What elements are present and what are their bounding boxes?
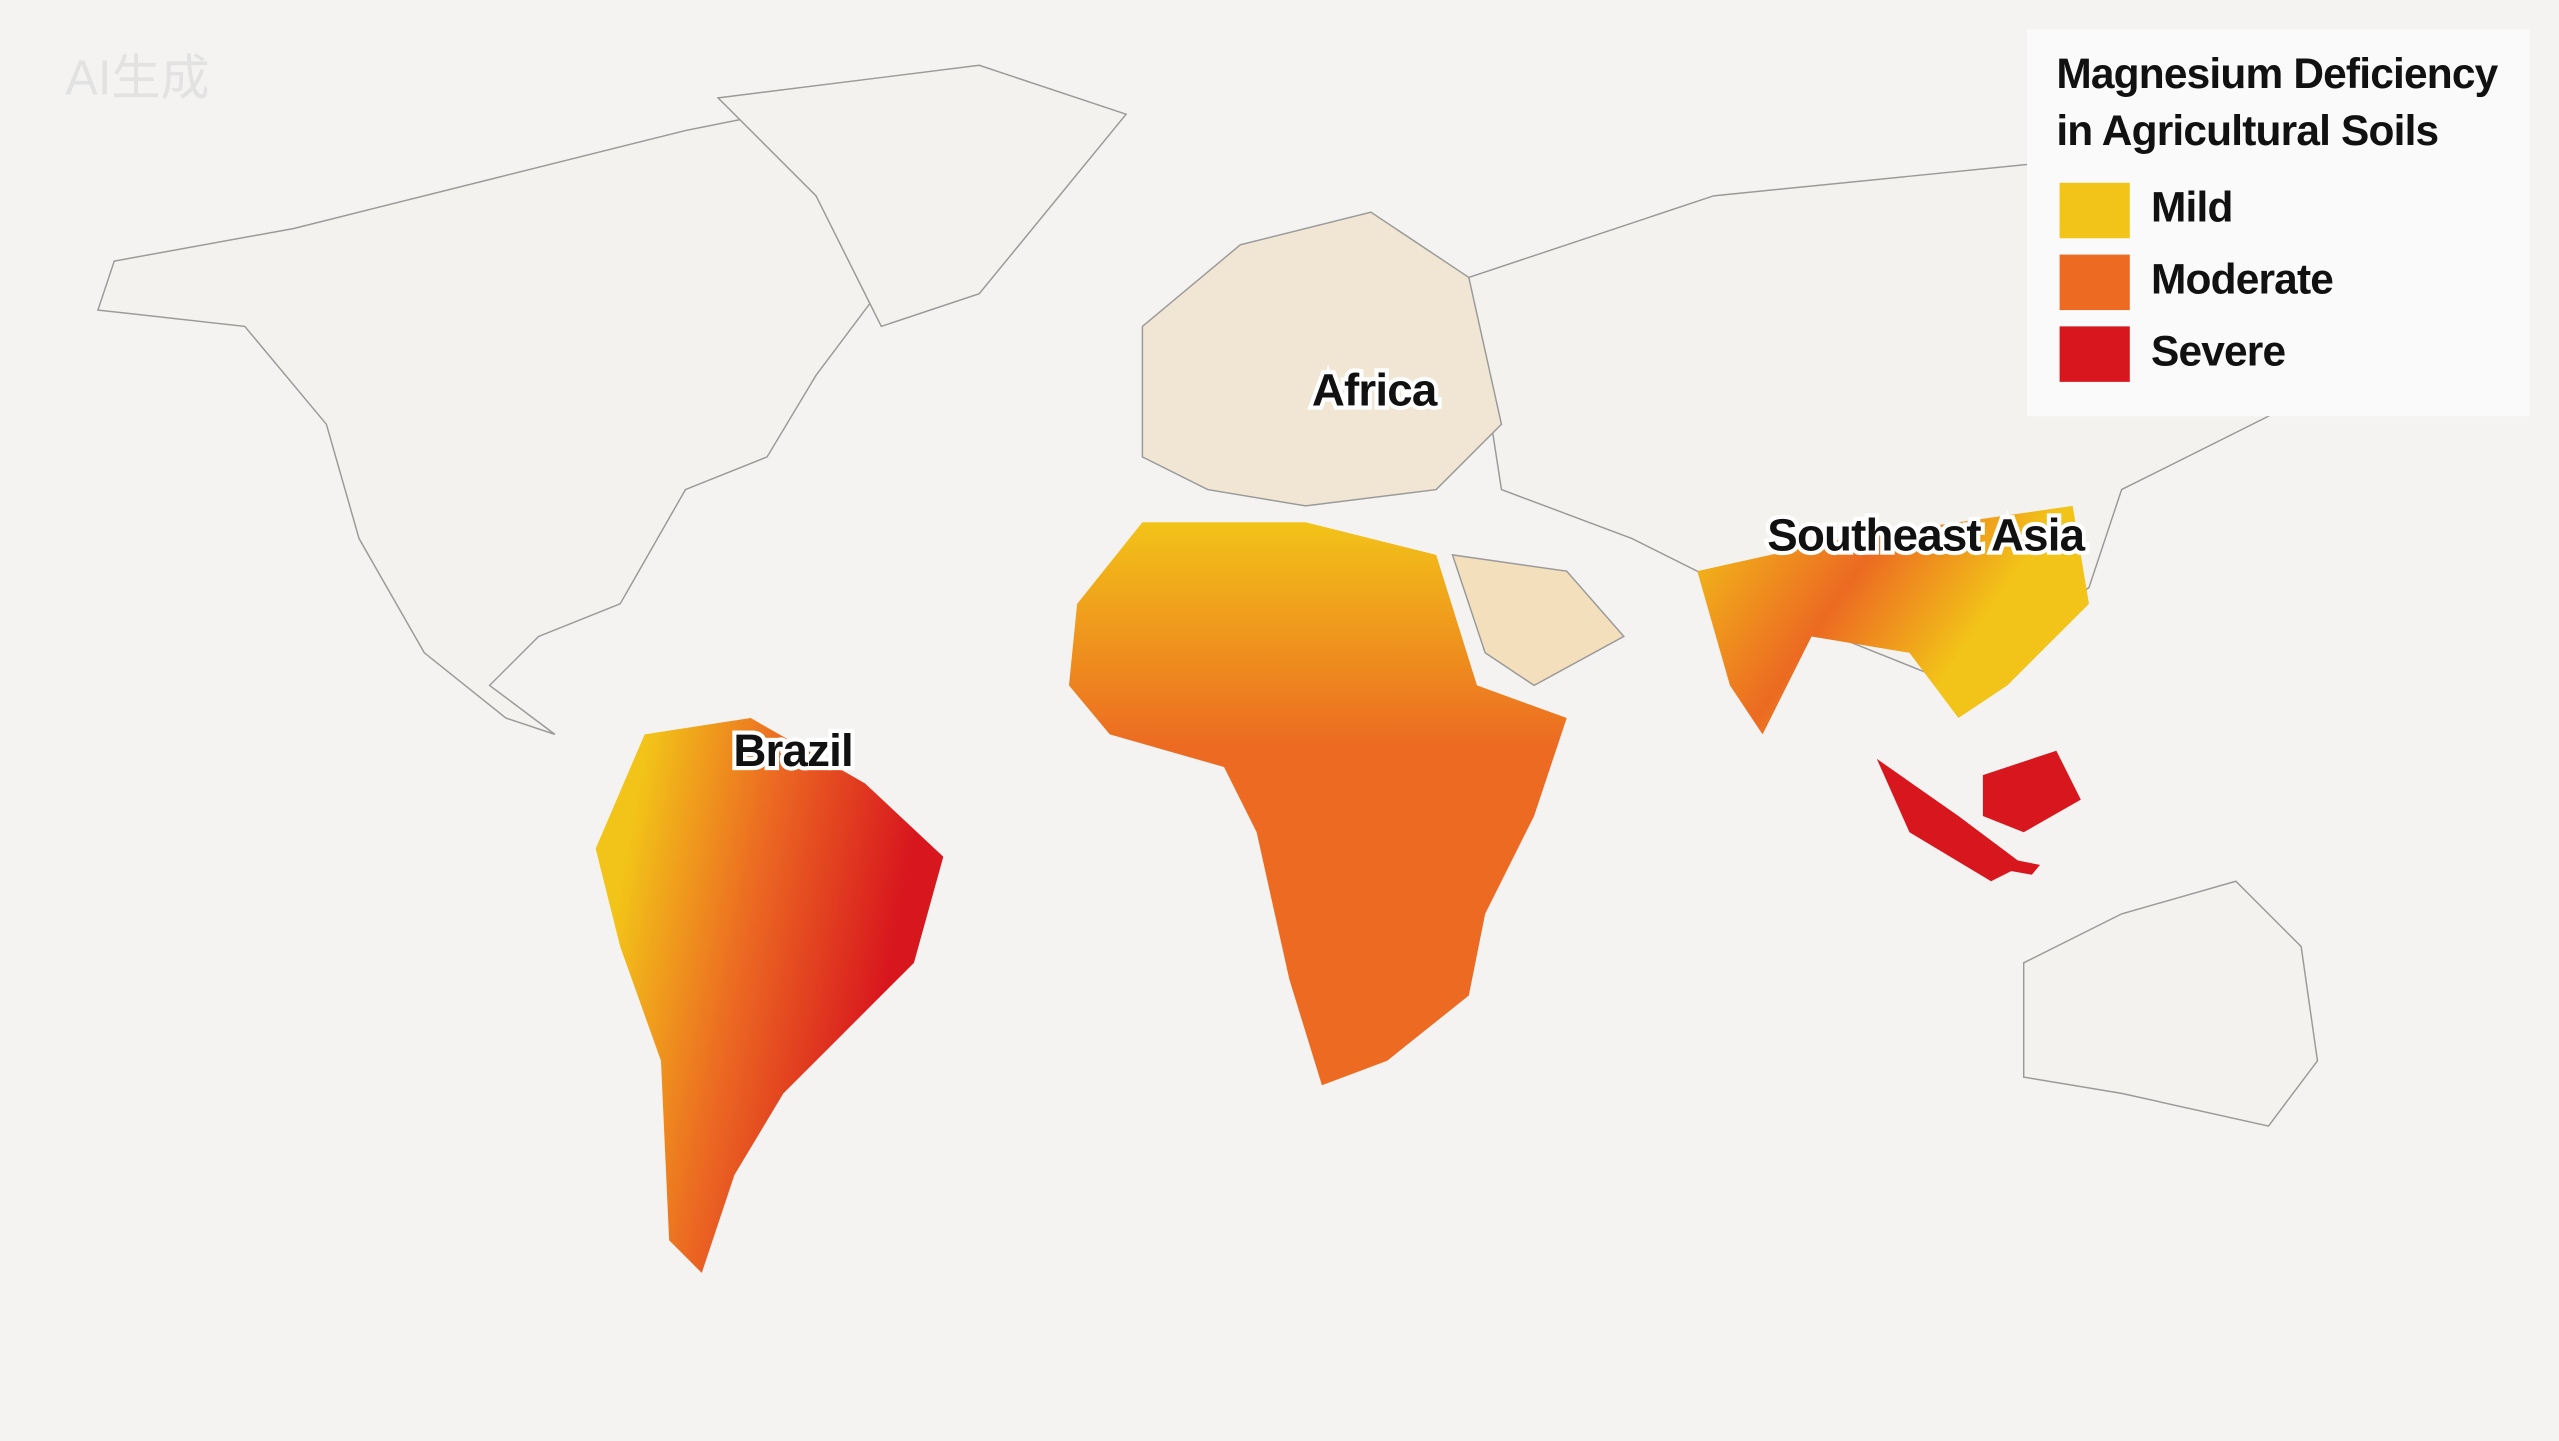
borneo — [1982, 750, 2081, 833]
legend-swatch — [2059, 182, 2130, 239]
legend-title: Magnesium Deficiency — [2056, 50, 2498, 97]
arabia — [1451, 553, 1626, 687]
europe — [1141, 211, 1503, 507]
legend-label: Moderate — [2151, 256, 2333, 303]
australia — [2022, 880, 2319, 1127]
region-label: Southeast Asia — [1767, 510, 2085, 561]
region-label: Brazil — [733, 725, 853, 776]
south-asia — [1697, 505, 2089, 735]
watermark: AI生成 — [65, 52, 209, 106]
region-label: Africa — [1312, 364, 1438, 415]
greenland — [716, 64, 1128, 328]
sumatra — [1876, 758, 2024, 882]
north-america — [96, 97, 915, 736]
south-america — [595, 718, 944, 1273]
java — [1958, 848, 2041, 875]
legend-swatch — [2059, 254, 2130, 311]
africa — [1068, 522, 1567, 1086]
legend-label: Severe — [2151, 327, 2286, 374]
legend-swatch — [2059, 326, 2130, 382]
legend: Magnesium Deficiency in Agricultural Soi… — [2026, 29, 2530, 417]
legend-title: in Agricultural Soils — [2056, 107, 2438, 154]
legend-label: Mild — [2151, 184, 2233, 231]
